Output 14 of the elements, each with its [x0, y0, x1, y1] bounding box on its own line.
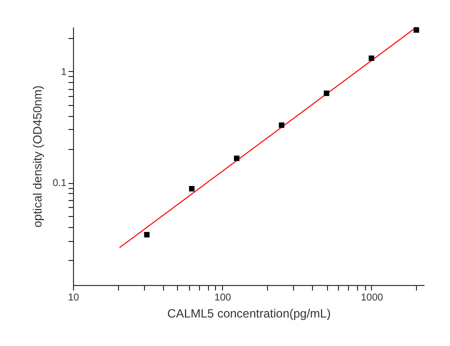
x-tick-label: 1000 [360, 292, 384, 304]
x-tick-label: 100 [214, 292, 232, 304]
y-axis-title: optical density (OD450nm) [30, 85, 45, 228]
point [189, 186, 194, 192]
x-tick-label: 10 [68, 292, 80, 304]
point [278, 122, 284, 128]
point [368, 55, 374, 61]
point [414, 27, 420, 33]
point [144, 232, 150, 238]
point [234, 156, 240, 162]
y-tick-label: 1 [60, 66, 67, 78]
point [324, 90, 330, 96]
x-axis-title: CALML5 concentration(pg/mL) [167, 306, 331, 320]
y-tick-label: 0.1 [52, 178, 67, 190]
